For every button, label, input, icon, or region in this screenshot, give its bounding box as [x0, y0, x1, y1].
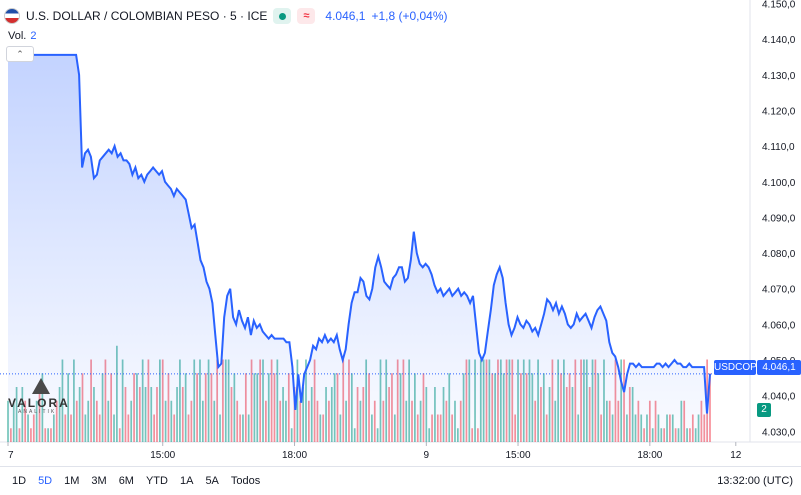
volume-legend: Vol. 2: [8, 30, 36, 42]
time-axis-label: 12: [730, 450, 742, 461]
market-status-icon[interactable]: [273, 8, 292, 24]
price-axis-label: 4.100,0: [762, 178, 796, 189]
currency-flag-icon: [4, 8, 20, 24]
range-button-5a[interactable]: 5A: [205, 475, 219, 487]
collapse-legend-button[interactable]: ⌃: [6, 46, 34, 62]
time-axis-label: 7: [8, 450, 14, 461]
price-line: [8, 53, 711, 414]
range-button-1d[interactable]: 1D: [12, 475, 27, 487]
price-axis-label: 4.090,0: [762, 213, 796, 224]
logo-name: VALORA: [8, 396, 70, 410]
range-button-6m[interactable]: 6M: [118, 475, 134, 487]
price-axis-label: 4.110,0: [762, 142, 795, 153]
chart-legend: U.S. DOLLAR / COLOMBIAN PESO · 5 · ICE ≈…: [4, 6, 448, 26]
delayed-data-icon[interactable]: ≈: [297, 8, 316, 24]
price-axis-label: 4.130,0: [762, 71, 796, 82]
price-change: +1,8 (+0,04%): [371, 9, 448, 23]
logo-mark-icon: [32, 378, 50, 394]
range-button-1m[interactable]: 1M: [64, 475, 80, 487]
range-button-3m[interactable]: 3M: [91, 475, 107, 487]
volume-axis-tag: 2: [757, 403, 771, 417]
price-axis-panel[interactable]: [750, 0, 801, 466]
volume-value: 2: [30, 30, 37, 42]
time-axis-label: 18:00: [282, 450, 307, 461]
bottom-toolbar: 1D 5D 1M 3M 6M YTD 1A 5A Todos 13:32:00 (UTC): [0, 466, 801, 495]
volume-label: Vol.: [8, 30, 27, 42]
time-axis-label: 15:00: [150, 450, 175, 461]
price-axis-label: 4.060,0: [762, 320, 796, 331]
time-axis-label: 9: [424, 450, 430, 461]
price-axis-label: 4.070,0: [762, 285, 796, 296]
range-button-5d[interactable]: 5D: [38, 475, 53, 487]
price-area: [8, 54, 710, 443]
price-chart[interactable]: 4.150,0 4.140,0 4.130,0 4.120,0 4.110,0 4.100…: [0, 0, 801, 466]
range-selector: 1D 5D 1M 3M 6M YTD 1A 5A Todos: [0, 475, 260, 487]
price-axis-label: 4.030,0: [762, 427, 796, 438]
price-axis-label: 4.140,0: [762, 35, 796, 46]
price-axis-label: 4.120,0: [762, 107, 796, 118]
price-axis-label: 4.150,0: [762, 0, 796, 11]
range-button-todos[interactable]: Todos: [230, 475, 261, 487]
range-button-1a[interactable]: 1A: [179, 475, 194, 487]
range-button-ytd[interactable]: YTD: [145, 475, 168, 487]
symbol-price-tag: USDCOP: [714, 360, 757, 375]
price-axis-label: 4.040,0: [762, 392, 796, 403]
symbol-title[interactable]: U.S. DOLLAR / COLOMBIAN PESO · 5 · ICE: [26, 9, 268, 23]
price-axis-label: 4.080,0: [762, 249, 796, 260]
time-axis-label: 18:00: [637, 450, 662, 461]
time-axis-label: 15:00: [506, 450, 531, 461]
price-axis-tag: 4.046,1: [757, 360, 801, 375]
valora-logo: VALORA ANALITIK: [8, 378, 78, 418]
logo-subtitle: ANALITIK: [18, 409, 57, 415]
utc-clock[interactable]: 13:32:00 (UTC): [717, 475, 793, 487]
last-price: 4.046,1: [325, 9, 366, 23]
